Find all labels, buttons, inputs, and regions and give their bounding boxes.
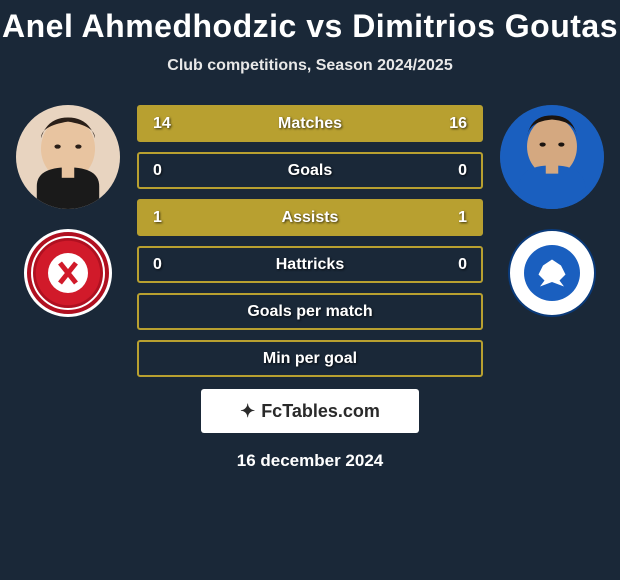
player-left-avatar [16, 105, 120, 209]
right-player-column [497, 105, 607, 317]
stat-bar-matches: 14Matches16 [137, 105, 483, 142]
stat-label: Assists [139, 209, 481, 227]
stat-label: Hattricks [139, 256, 481, 274]
page-title: Anel Ahmedhodzic vs Dimitrios Goutas [0, 8, 620, 45]
player-right-avatar [500, 105, 604, 209]
stat-label: Goals per match [139, 303, 481, 321]
stat-bar-hattricks: 0Hattricks0 [137, 246, 483, 283]
stat-value-right: 0 [443, 162, 467, 180]
stat-label: Min per goal [139, 350, 481, 368]
stat-value-right: 1 [443, 209, 467, 227]
left-player-column [13, 105, 123, 317]
comparison-card: Anel Ahmedhodzic vs Dimitrios Goutas Clu… [0, 0, 620, 471]
stat-bar-goals: 0Goals0 [137, 152, 483, 189]
brand-icon: ✦ [240, 401, 255, 422]
stat-value-right: 16 [443, 115, 467, 133]
stat-value-right: 0 [443, 256, 467, 274]
club-badge-left [24, 229, 112, 317]
brand-text: FcTables.com [261, 401, 380, 422]
stat-label: Goals [139, 162, 481, 180]
subtitle: Club competitions, Season 2024/2025 [0, 57, 620, 75]
stat-bar-goals-per-match: Goals per match [137, 293, 483, 330]
club-badge-right [508, 229, 596, 317]
main-row: 14Matches160Goals01Assists10Hattricks0Go… [0, 105, 620, 377]
date-label: 16 december 2024 [0, 451, 620, 471]
stat-label: Matches [139, 115, 481, 133]
stat-bar-assists: 1Assists1 [137, 199, 483, 236]
stat-bar-min-per-goal: Min per goal [137, 340, 483, 377]
brand-box[interactable]: ✦ FcTables.com [201, 389, 419, 433]
stats-column: 14Matches160Goals01Assists10Hattricks0Go… [137, 105, 483, 377]
